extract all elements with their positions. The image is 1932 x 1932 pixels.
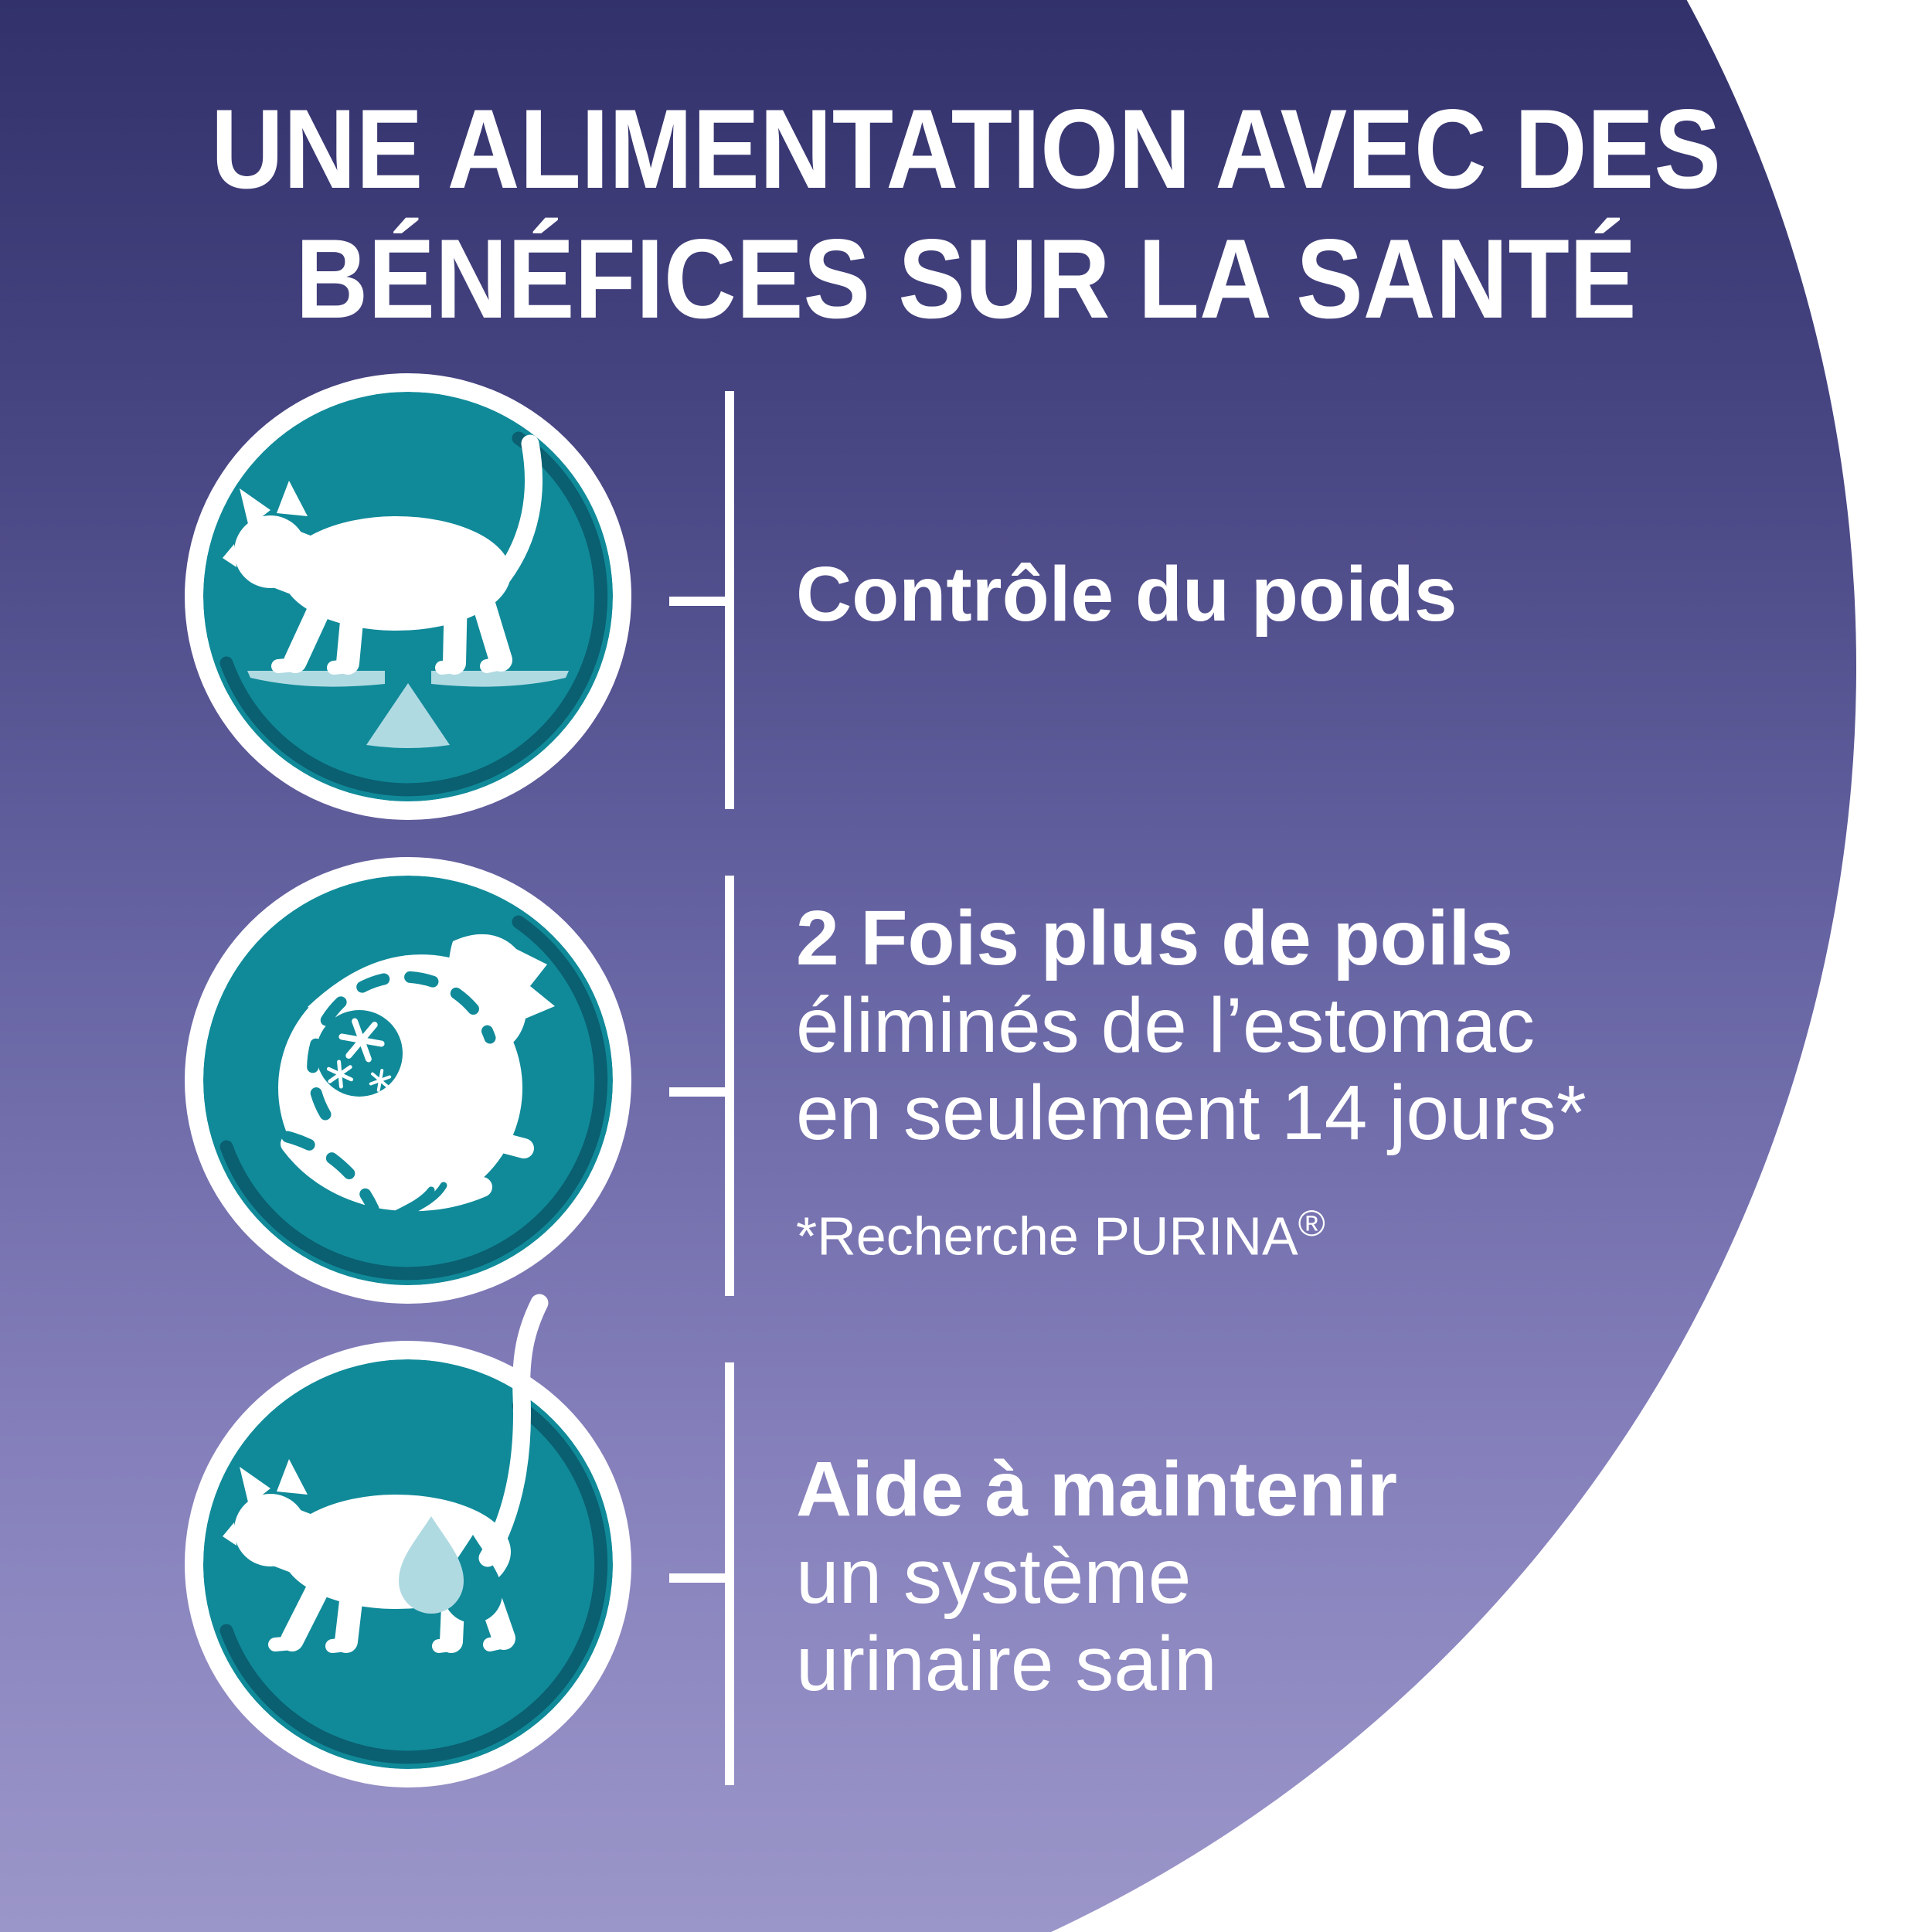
page-title: UNE ALIMENTATION AVEC DES BÉNÉFICES SUR …	[0, 84, 1932, 344]
page-title-line-2: BÉNÉFICES SUR LA SANTÉ	[295, 216, 1637, 342]
fur-star-medium	[326, 1060, 354, 1089]
registered-trademark-symbol: ®	[1298, 1203, 1325, 1244]
raised-tail	[478, 1294, 549, 1567]
research-footnote: *Recherche PURINA®	[796, 1193, 1325, 1267]
hairball	[316, 1010, 403, 1097]
connector-tick-3	[669, 1573, 725, 1583]
benefit-hairball-line-3: en seulement 14 jours*	[796, 1070, 1587, 1156]
walking-cat-silhouette	[223, 434, 543, 675]
benefit-urinary-line-1: Aide à maintenir	[796, 1446, 1397, 1532]
cat-weight-scale-icon	[185, 373, 631, 820]
fur-star-large	[338, 1018, 385, 1063]
badge-shading	[219, 915, 608, 1281]
paw-finger-notch	[393, 1186, 435, 1217]
digestive-dashed-path	[307, 971, 496, 1121]
connector-tick-1	[669, 597, 725, 606]
benefit-urinary: Aide à maintenir un système urinaire sai…	[796, 1446, 1397, 1708]
fur-star-small	[369, 1069, 392, 1092]
paw-finger-notch	[406, 1182, 447, 1216]
benefit-hairball: 2 Fois plus de poils éliminés de l’estom…	[796, 895, 1587, 1157]
cat-hairball-icon	[185, 857, 631, 1304]
droplet-shadow-icon	[444, 1535, 502, 1623]
droplet-icon	[399, 1516, 464, 1614]
benefit-hairball-line-2: éliminés de l’estomac	[796, 982, 1535, 1069]
connector-line-3	[725, 1362, 734, 1785]
badge-shading	[219, 1399, 608, 1764]
digestive-dashed-path-outer	[281, 1131, 379, 1215]
benefit-urinary-line-3: urinaire sain	[796, 1621, 1217, 1707]
cat-urinary-icon	[185, 1294, 631, 1787]
research-footnote-text: *Recherche PURINA	[796, 1206, 1298, 1267]
connector-line-1	[725, 391, 734, 809]
benefit-weight-line-1: Contrôle du poids	[796, 551, 1458, 638]
benefit-hairball-line-1: 2 Fois plus de poils	[796, 895, 1513, 981]
walking-cat-silhouette	[223, 1459, 515, 1653]
scale-beam	[247, 671, 569, 748]
connector-tick-2	[669, 1087, 725, 1097]
badge-shading	[219, 431, 608, 797]
benefit-urinary-line-2: un système	[796, 1533, 1192, 1620]
page-title-line-1: UNE ALIMENTATION AVEC DES	[211, 86, 1721, 212]
connector-line-2	[725, 876, 734, 1296]
benefit-weight: Contrôle du poids	[796, 551, 1457, 638]
